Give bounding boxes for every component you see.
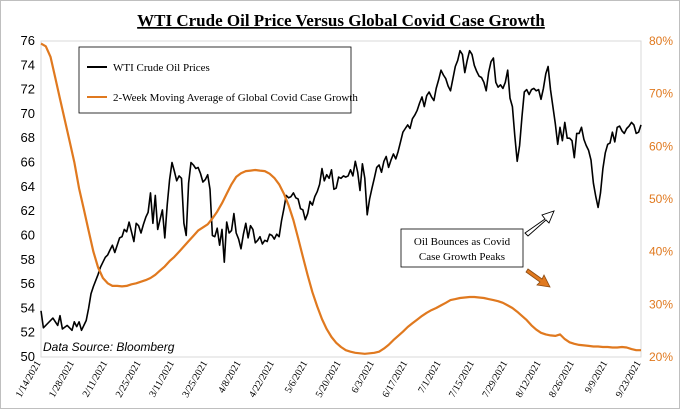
legend-box [78, 46, 352, 114]
left-tick-label: 70 [21, 106, 35, 121]
left-tick-label: 58 [21, 252, 35, 267]
x-tick-label: 7/15/2021 [447, 359, 477, 400]
legend-label-covid: 2-Week Moving Average of Global Covid Ca… [113, 92, 358, 104]
chart-title: WTI Crude Oil Price Versus Global Covid … [137, 11, 545, 30]
x-tick-label: 2/25/2021 [114, 359, 144, 400]
left-tick-label: 62 [21, 203, 35, 218]
x-tick-label: 5/6/2021 [283, 359, 310, 395]
right-tick-label: 60% [649, 139, 673, 153]
annotation-line-2: Case Growth Peaks [419, 251, 505, 263]
series-lines [40, 42, 642, 355]
plot-area [40, 40, 642, 358]
legend: WTI Crude Oil Prices 2-Week Moving Avera… [78, 46, 358, 114]
x-tick-label: 8/26/2021 [547, 359, 577, 400]
series-line-oil [40, 49, 642, 332]
x-tick-label: 2/11/2021 [81, 359, 111, 399]
x-tick-label: 1/28/2021 [47, 359, 77, 400]
left-tick-label: 60 [21, 227, 35, 242]
right-tick-label: 70% [649, 87, 673, 101]
left-tick-label: 68 [21, 130, 35, 145]
left-tick-label: 76 [21, 33, 35, 48]
left-tick-label: 74 [21, 57, 35, 72]
left-tick-label: 64 [21, 179, 35, 194]
x-tick-label: 7/1/2021 [416, 359, 443, 395]
right-tick-label: 40% [649, 245, 673, 259]
left-tick-label: 52 [21, 325, 35, 340]
x-tick-label: 4/8/2021 [216, 359, 243, 395]
x-tick-label: 7/29/2021 [480, 359, 510, 400]
left-tick-label: 50 [21, 349, 35, 364]
left-tick-label: 56 [21, 276, 35, 291]
annotation-box [400, 228, 524, 268]
legend-label-oil: WTI Crude Oil Prices [113, 62, 210, 74]
x-tick-label: 4/22/2021 [247, 359, 277, 400]
left-tick-label: 54 [21, 300, 35, 315]
x-tick-label: 3/11/2021 [147, 359, 177, 399]
x-tick-label: 6/3/2021 [350, 359, 377, 395]
right-tick-label: 80% [649, 34, 673, 48]
x-tick-label: 9/23/2021 [614, 359, 644, 400]
right-tick-label: 30% [649, 297, 673, 311]
series-line-covid [40, 42, 641, 355]
arrow-up-icon [524, 210, 555, 237]
x-tick-label: 6/17/2021 [380, 359, 410, 400]
left-tick-label: 72 [21, 82, 35, 97]
right-tick-label: 50% [649, 192, 673, 206]
right-axis: 20% 30% 40% 50% 60% 70% 80% [649, 34, 673, 364]
source-note: Data Source: Bloomberg [43, 340, 175, 354]
right-tick-label: 20% [649, 350, 673, 364]
x-axis: 1/14/2021 1/28/2021 2/11/2021 2/25/2021 3/11… [14, 359, 644, 400]
left-axis: 50 52 54 56 58 60 62 64 66 68 70 72 74 76 [21, 33, 35, 364]
annotation-line-1: Oil Bounces as Covid [414, 236, 511, 248]
left-tick-label: 66 [21, 155, 35, 170]
x-tick-label: 5/20/2021 [314, 359, 344, 400]
x-tick-label: 3/25/2021 [180, 359, 210, 400]
arrow-down-icon [525, 268, 551, 288]
x-tick-label: 1/14/2021 [14, 359, 44, 400]
x-tick-label: 8/12/2021 [514, 359, 544, 400]
x-tick-label: 9/9/2021 [583, 359, 610, 395]
annotation: Oil Bounces as Covid Case Growth Peaks [400, 210, 555, 288]
